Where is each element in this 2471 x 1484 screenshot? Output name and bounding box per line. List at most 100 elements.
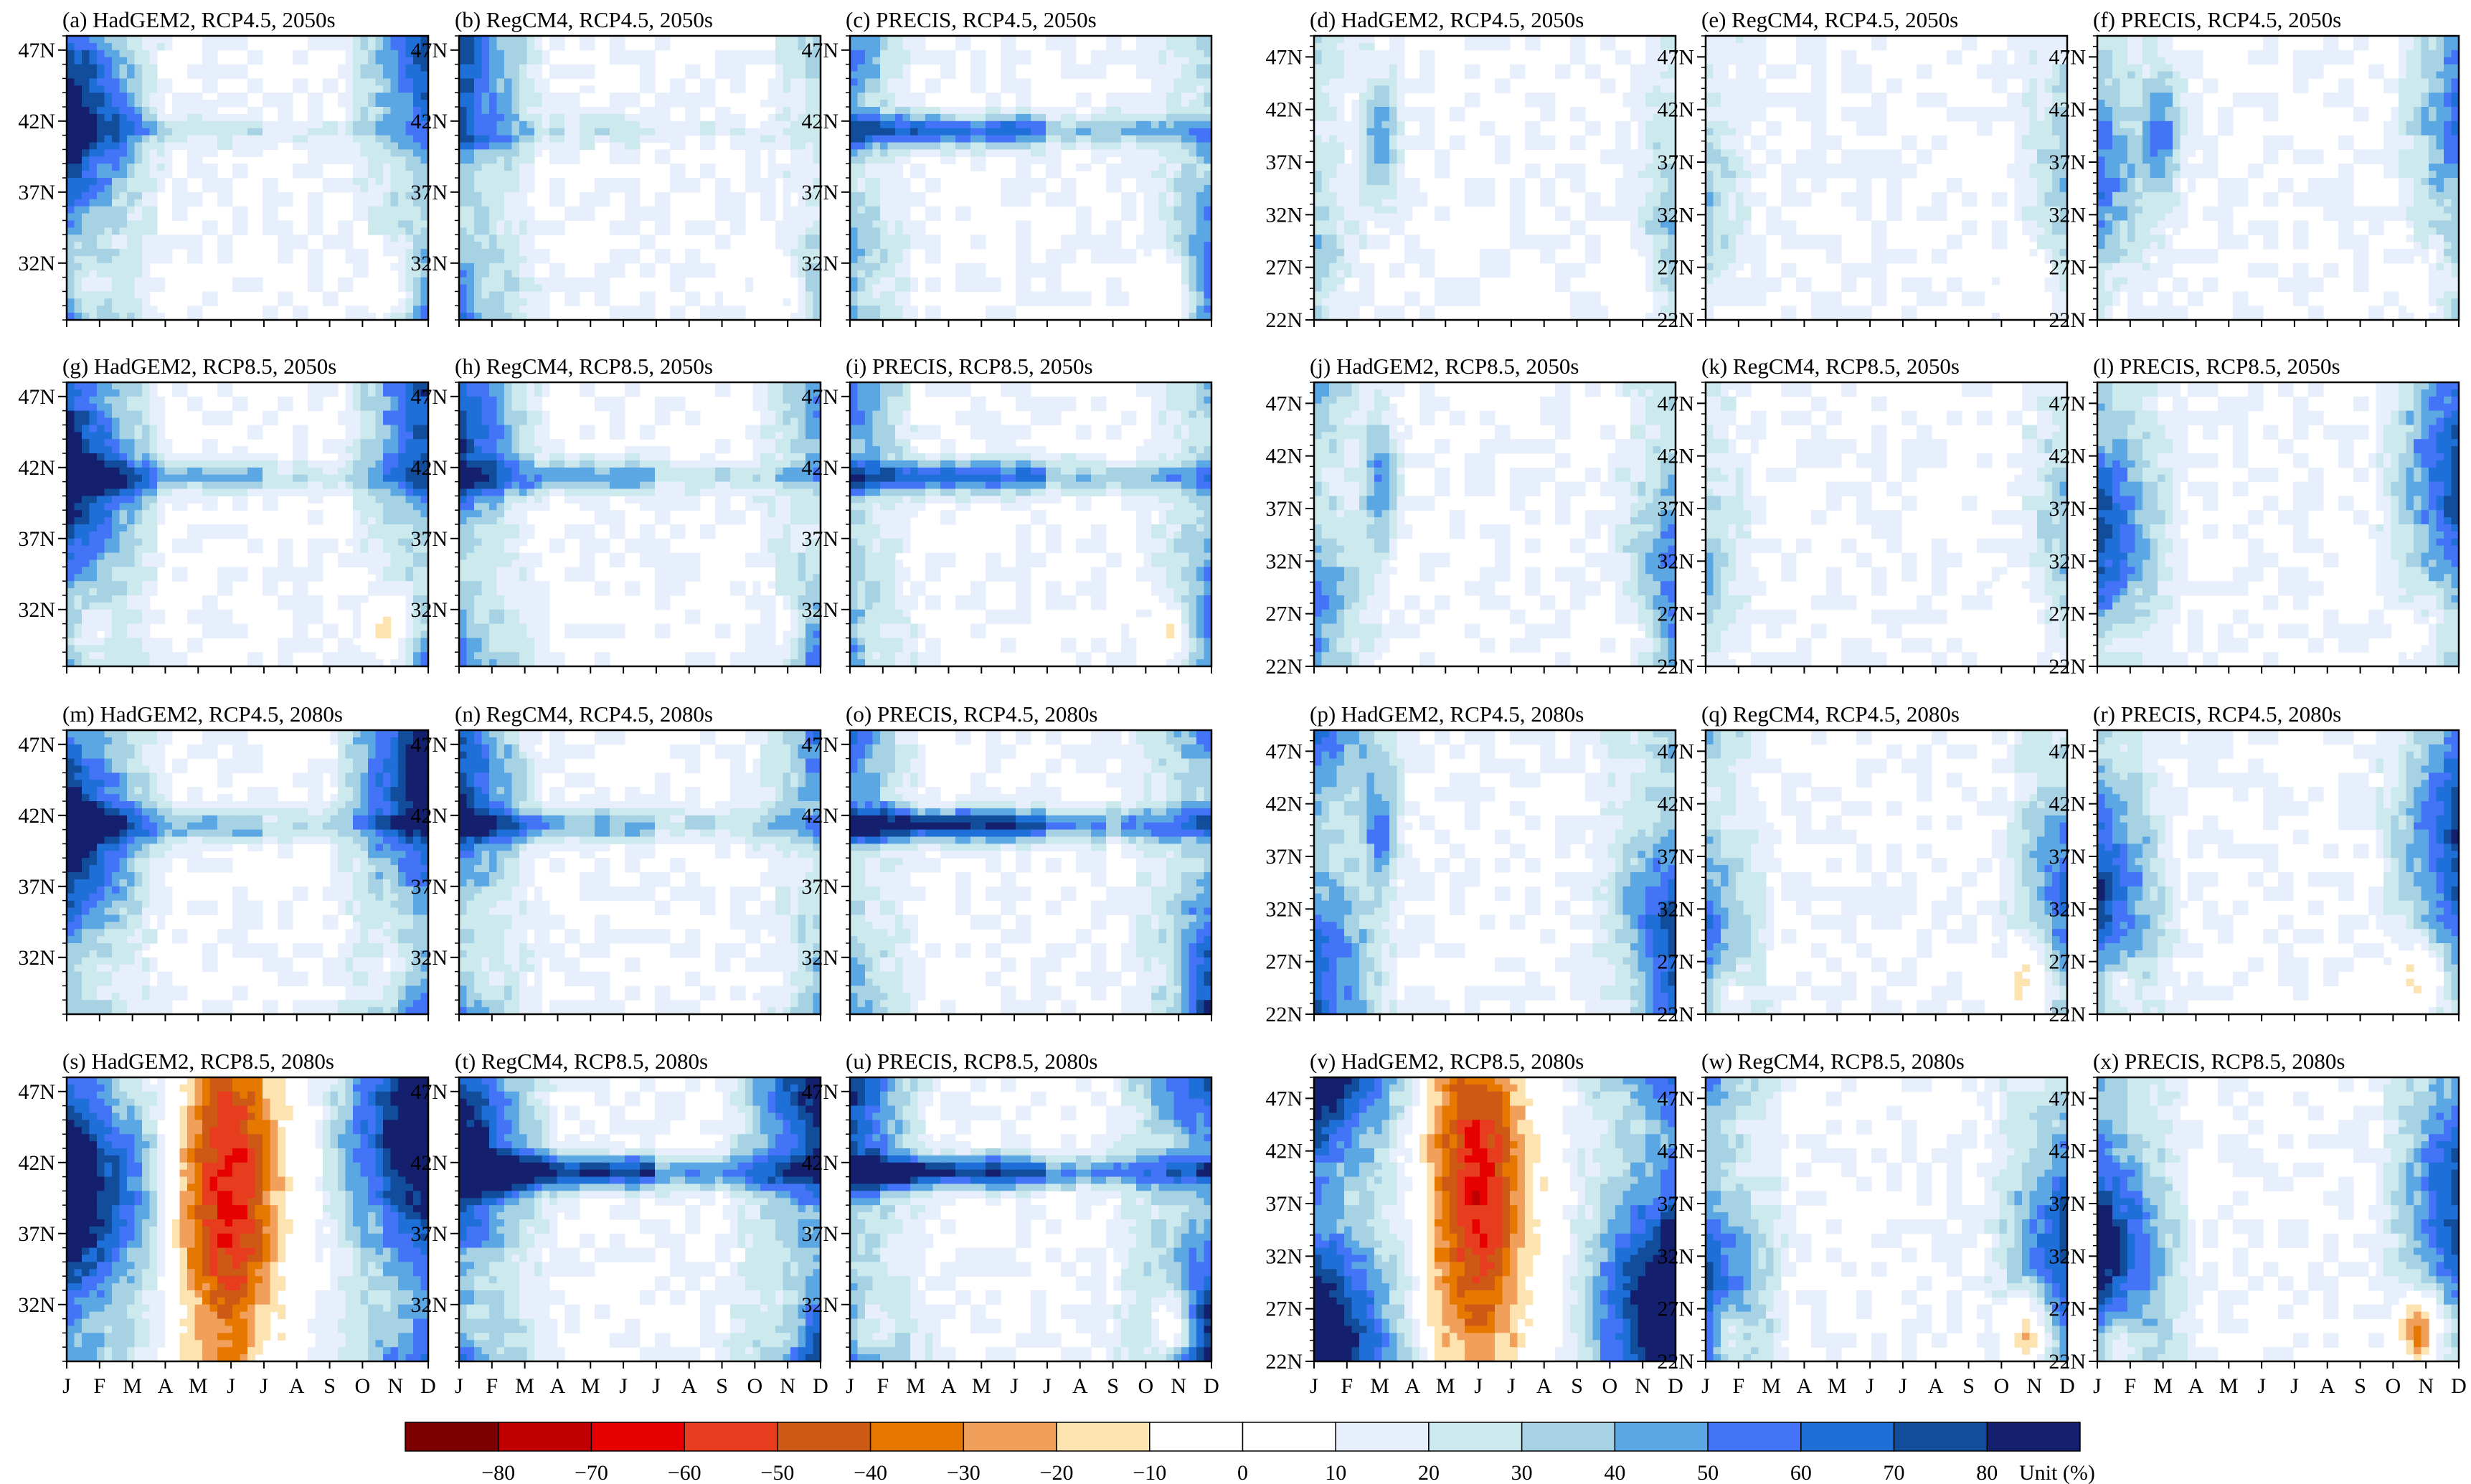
- contour-cell: [587, 284, 595, 292]
- contour-cell: [1811, 49, 1820, 58]
- contour-cell: [813, 199, 821, 207]
- contour-cell: [1495, 78, 1503, 86]
- contour-cell: [420, 184, 428, 193]
- contour-cell: [902, 206, 911, 214]
- contour-cell: [526, 220, 535, 228]
- contour-cell: [1321, 206, 1330, 214]
- contour-cell: [932, 107, 941, 115]
- contour-cell: [1615, 213, 1624, 221]
- contour-cell: [1173, 57, 1182, 65]
- contour-cell: [1158, 78, 1167, 86]
- contour-cell: [519, 113, 528, 122]
- contour-cell: [1480, 178, 1488, 186]
- contour-cell: [405, 107, 414, 115]
- contour-cell: [323, 235, 331, 242]
- contour-cell: [127, 71, 136, 79]
- contour-cell: [1181, 156, 1190, 164]
- contour-cell: [526, 49, 535, 58]
- contour-cell: [353, 71, 362, 79]
- contour-cell: [119, 149, 128, 157]
- contour-cell: [405, 235, 414, 242]
- contour-cell: [97, 242, 105, 250]
- contour-cell: [1321, 49, 1330, 58]
- contour-cell: [1706, 36, 1714, 44]
- contour-cell: [1181, 206, 1190, 214]
- contour-cell: [662, 93, 671, 100]
- contour-cell: [104, 42, 113, 51]
- contour-cell: [677, 120, 686, 129]
- contour-cell: [1472, 277, 1480, 285]
- contour-cell: [978, 235, 986, 242]
- contour-cell: [1577, 49, 1586, 58]
- contour-cell: [1389, 220, 1398, 228]
- contour-cell: [1158, 213, 1167, 221]
- contour-cell: [1121, 128, 1130, 136]
- contour-cell: [1158, 113, 1167, 122]
- contour-cell: [1427, 263, 1435, 271]
- contour-cell: [255, 107, 263, 115]
- contour-cell: [345, 249, 354, 257]
- contour-cell: [1046, 192, 1054, 200]
- contour-cell: [580, 71, 588, 79]
- contour-cell: [640, 291, 648, 299]
- contour-cell: [730, 192, 739, 200]
- contour-cell: [1136, 164, 1145, 171]
- contour-cell: [187, 128, 196, 136]
- contour-cell: [534, 220, 543, 228]
- contour-cell: [1204, 107, 1211, 115]
- contour-cell: [119, 199, 128, 207]
- contour-cell: [1121, 192, 1130, 200]
- contour-cell: [986, 113, 994, 122]
- contour-cell: [910, 57, 919, 65]
- contour-cell: [1660, 184, 1669, 193]
- contour-cell: [1181, 235, 1190, 242]
- contour-cell: [549, 113, 558, 122]
- contour-cell: [1450, 284, 1458, 292]
- contour-cell: [557, 149, 565, 157]
- contour-cell: [1366, 64, 1375, 72]
- contour-cell: [963, 113, 971, 122]
- contour-cell: [526, 120, 535, 129]
- contour-cell: [798, 255, 806, 264]
- contour-cell: [1344, 128, 1353, 136]
- contour-cell: [1525, 128, 1534, 136]
- contour-cell: [1314, 199, 1323, 207]
- contour-cell: [1660, 291, 1669, 299]
- contour-cell: [1653, 164, 1661, 171]
- contour-cell: [172, 107, 181, 115]
- contour-cell: [880, 178, 889, 186]
- contour-cell: [504, 128, 513, 136]
- contour-cell: [504, 135, 513, 143]
- contour-cell: [338, 277, 346, 285]
- contour-cell: [1314, 49, 1323, 58]
- contour-cell: [164, 249, 173, 257]
- contour-cell: [1189, 142, 1197, 150]
- contour-cell: [722, 213, 731, 221]
- ytick-label: 47N: [801, 39, 838, 62]
- contour-cell: [587, 128, 595, 136]
- contour-cell: [496, 64, 505, 72]
- contour-cell: [1450, 291, 1458, 299]
- contour-cell: [595, 298, 603, 306]
- contour-cell: [865, 164, 874, 171]
- contour-cell: [1321, 178, 1330, 186]
- contour-cell: [963, 128, 971, 136]
- contour-cell: [1351, 100, 1360, 108]
- contour-cell: [1344, 270, 1353, 278]
- contour-cell: [1450, 135, 1458, 143]
- contour-cell: [1314, 227, 1323, 235]
- contour-cell: [880, 42, 889, 51]
- contour-cell: [1622, 192, 1631, 200]
- contour-cell: [887, 249, 896, 257]
- contour-cell: [1083, 135, 1092, 143]
- contour-cell: [1329, 135, 1338, 143]
- contour-cell: [481, 298, 490, 306]
- contour-cell: [345, 227, 354, 235]
- contour-cell: [1585, 120, 1594, 129]
- contour-cell: [647, 49, 656, 58]
- contour-cell: [1796, 42, 1805, 51]
- contour-cell: [405, 306, 414, 313]
- contour-cell: [74, 249, 82, 257]
- contour-cell: [353, 64, 362, 72]
- contour-cell: [1803, 42, 1812, 51]
